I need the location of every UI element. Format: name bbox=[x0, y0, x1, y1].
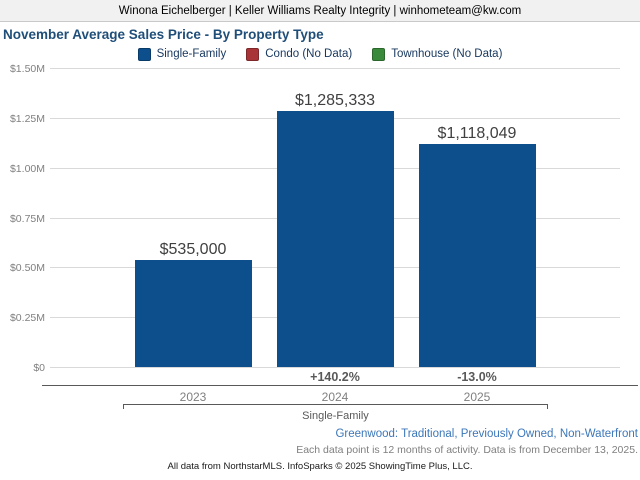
bar-2024 bbox=[277, 111, 394, 367]
bar-value-label: $535,000 bbox=[159, 241, 227, 258]
header-band: Winona Eichelberger | Keller Williams Re… bbox=[0, 0, 640, 22]
x-axis-line bbox=[42, 385, 638, 386]
legend-swatch-icon bbox=[246, 47, 260, 61]
y-axis-tick-label: $1.25M bbox=[9, 113, 45, 125]
page-title: November Average Sales Price - By Proper… bbox=[3, 27, 324, 42]
y-axis-tick-label: $1.50M bbox=[9, 63, 45, 75]
legend-swatch-icon bbox=[372, 47, 386, 61]
legend-item-townhouse-no-data: Townhouse (No Data) bbox=[372, 47, 503, 61]
x-axis-category-label: 2025 bbox=[463, 390, 491, 404]
y-axis-tick-label: $0 bbox=[33, 362, 45, 374]
legend-label: Condo (No Data) bbox=[265, 48, 353, 60]
footer-data-note: Each data point is 12 months of activity… bbox=[296, 444, 638, 456]
chart-legend: Single-Family Condo (No Data) Townhouse (N… bbox=[0, 46, 640, 62]
group-label: Single-Family bbox=[302, 410, 369, 422]
agent-contact-line: Winona Eichelberger | Keller Williams Re… bbox=[118, 4, 522, 17]
group-bracket bbox=[123, 404, 548, 409]
legend-item-single-family: Single-Family bbox=[137, 47, 227, 61]
bar-2023 bbox=[135, 260, 252, 367]
x-axis-category-label: 2023 bbox=[179, 390, 207, 404]
footer-attribution: All data from NorthstarMLS. InfoSparks ©… bbox=[167, 461, 473, 472]
gridline bbox=[50, 68, 620, 69]
bar-value-label: $1,285,333 bbox=[294, 92, 376, 109]
y-axis-tick-label: $0.50M bbox=[9, 262, 45, 274]
legend-label: Single-Family bbox=[156, 48, 227, 60]
bar-2025 bbox=[419, 144, 536, 367]
legend-swatch-icon bbox=[137, 47, 151, 61]
x-axis-category-label: 2024 bbox=[321, 390, 349, 404]
y-axis-tick-label: $1.00M bbox=[9, 163, 45, 175]
bar-value-label: $1,118,049 bbox=[437, 125, 517, 142]
y-axis-tick-label: $0.25M bbox=[9, 312, 45, 324]
pct-change-label: -13.0% bbox=[457, 370, 497, 384]
y-axis-tick-label: $0.75M bbox=[9, 213, 45, 225]
pct-change-label: +140.2% bbox=[310, 370, 360, 384]
legend-label: Townhouse (No Data) bbox=[391, 48, 503, 60]
footer-filters-line: Greenwood: Traditional, Previously Owned… bbox=[335, 428, 638, 440]
gridline bbox=[50, 367, 620, 368]
legend-item-condo-no-data: Condo (No Data) bbox=[246, 47, 353, 61]
